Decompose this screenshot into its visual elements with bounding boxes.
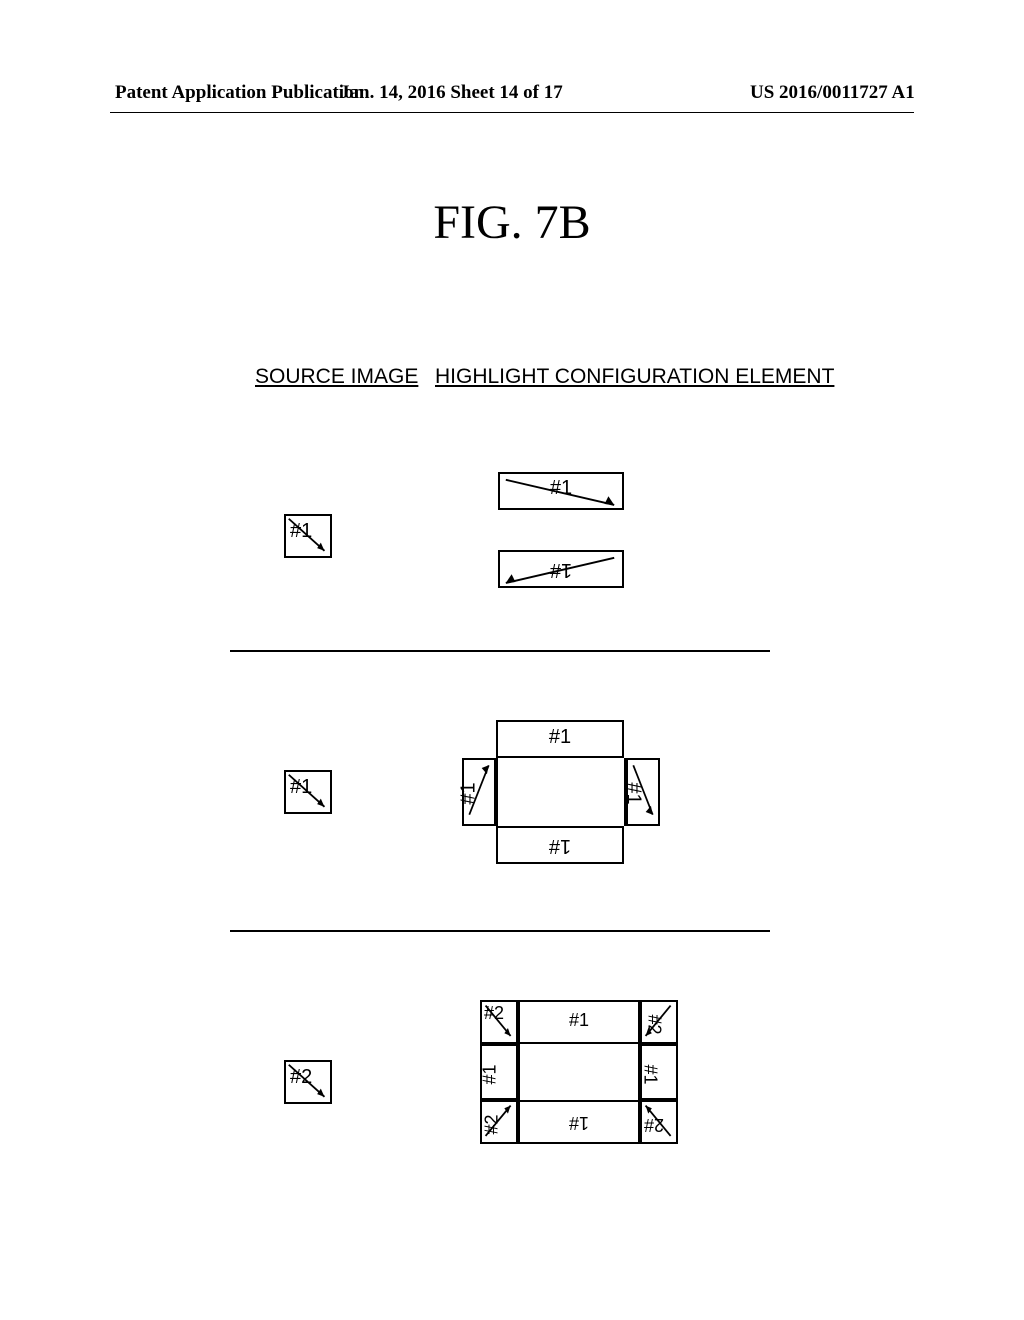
header-rule — [110, 112, 914, 113]
row3-source-label: #2 — [290, 1066, 312, 1089]
row1-hce-top-label: #1 — [500, 477, 622, 500]
cross-left: #1 — [462, 758, 496, 826]
grid-bc: 1# — [518, 1100, 640, 1144]
row1-separator — [230, 650, 770, 652]
row2-source-label: #1 — [290, 776, 312, 799]
cross-top-label: #1 — [498, 726, 622, 749]
row1-hce-bottom-label: 1# — [500, 558, 622, 581]
header-center: Jan. 14, 2016 Sheet 14 of 17 — [340, 82, 563, 104]
row2-source-box: #1 — [284, 770, 332, 814]
grid-ml: #1 — [480, 1044, 518, 1100]
grid-tr: #2 — [640, 1000, 678, 1044]
row1-hce-top: #1 — [498, 472, 624, 510]
header-left: Patent Application Publication — [115, 82, 364, 104]
cross-right: #1 — [626, 758, 660, 826]
col-header-source: SOURCE IMAGE — [255, 365, 418, 389]
cross-mid — [496, 758, 626, 826]
row1-source-box: #1 — [284, 514, 332, 558]
grid-bl: #2 — [480, 1100, 518, 1144]
row1-source-label: #1 — [290, 520, 312, 543]
grid-ml-label: #1 — [480, 1064, 501, 1084]
grid-bc-label: 1# — [520, 1112, 638, 1133]
row2-cross: #1 1# #1 #1 — [462, 720, 660, 864]
grid-tl-label: #2 — [484, 1003, 504, 1024]
cross-bottom: 1# — [496, 826, 624, 864]
row3-grid: #2 #1 #2 #1 #1 #2 1# — [480, 1000, 678, 1144]
grid-tc-label: #1 — [520, 1010, 638, 1031]
grid-tl: #2 — [480, 1000, 518, 1044]
row3-source-box: #2 — [284, 1060, 332, 1104]
grid-tc: #1 — [518, 1000, 640, 1044]
cross-left-label: #1 — [458, 782, 481, 804]
grid-tr-label: #2 — [644, 1014, 665, 1034]
grid-br-label: 2# — [644, 1114, 664, 1135]
grid-mc — [518, 1044, 640, 1100]
grid-mr: #1 — [640, 1044, 678, 1100]
page: Patent Application Publication Jan. 14, … — [0, 0, 1024, 1320]
row2-separator — [230, 930, 770, 932]
grid-br: 2# — [640, 1100, 678, 1144]
grid-mr-label: #1 — [640, 1064, 661, 1084]
col-header-highlight: HIGHLIGHT CONFIGURATION ELEMENT — [435, 365, 834, 389]
row1-hce-bottom: 1# — [498, 550, 624, 588]
figure-title: FIG. 7B — [0, 195, 1024, 250]
cross-top: #1 — [496, 720, 624, 758]
cross-bottom-label: 1# — [498, 834, 622, 857]
header-right: US 2016/0011727 A1 — [750, 82, 915, 104]
grid-bl-label: #2 — [482, 1114, 503, 1134]
